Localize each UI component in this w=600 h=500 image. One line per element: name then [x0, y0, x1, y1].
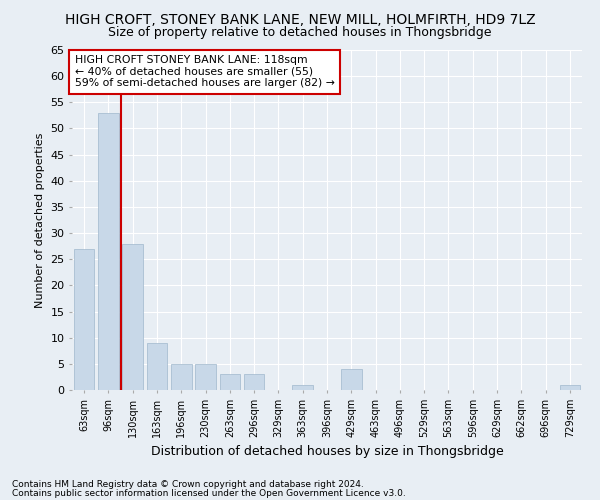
Bar [341, 369, 362, 390]
Bar [244, 374, 265, 390]
Text: Contains public sector information licensed under the Open Government Licence v3: Contains public sector information licen… [12, 490, 406, 498]
Text: HIGH CROFT STONEY BANK LANE: 118sqm
← 40% of detached houses are smaller (55)
59: HIGH CROFT STONEY BANK LANE: 118sqm ← 40… [74, 55, 334, 88]
Bar [122, 244, 143, 390]
Y-axis label: Number of detached properties: Number of detached properties [35, 132, 44, 308]
Bar [171, 364, 191, 390]
Bar [292, 385, 313, 390]
Text: Size of property relative to detached houses in Thongsbridge: Size of property relative to detached ho… [108, 26, 492, 39]
X-axis label: Distribution of detached houses by size in Thongsbridge: Distribution of detached houses by size … [151, 446, 503, 458]
Text: HIGH CROFT, STONEY BANK LANE, NEW MILL, HOLMFIRTH, HD9 7LZ: HIGH CROFT, STONEY BANK LANE, NEW MILL, … [65, 12, 535, 26]
Bar [195, 364, 216, 390]
Bar [74, 249, 94, 390]
Text: Contains HM Land Registry data © Crown copyright and database right 2024.: Contains HM Land Registry data © Crown c… [12, 480, 364, 489]
Bar [98, 113, 119, 390]
Bar [220, 374, 240, 390]
Bar [146, 343, 167, 390]
Bar [560, 385, 580, 390]
